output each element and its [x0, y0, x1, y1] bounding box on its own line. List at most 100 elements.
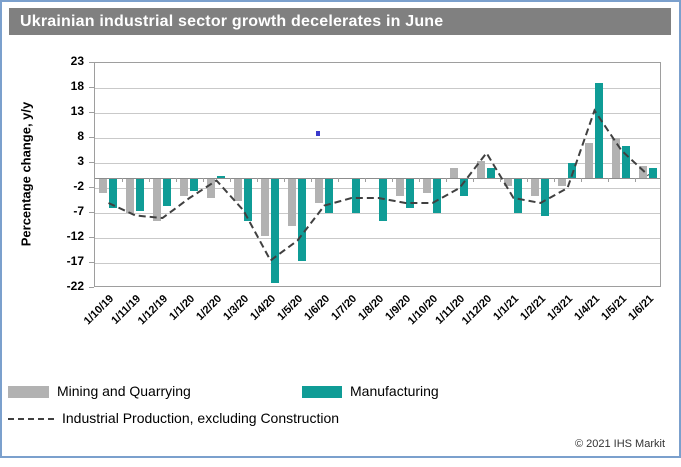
- bar-manufacturing-1/2/21: [541, 178, 549, 216]
- y-tick-label: -17: [66, 254, 84, 268]
- bar-mining-1/2/20: [207, 178, 215, 198]
- legend-label-industrial-line: Industrial Production, excluding Constru…: [62, 410, 340, 426]
- x-tick-mark: [122, 178, 123, 182]
- legend-label-mining: Mining and Quarrying: [57, 383, 191, 399]
- bar-mining-1/11/19: [126, 178, 134, 213]
- industrial-production-line: [108, 108, 650, 262]
- y-tick-label: -22: [66, 279, 84, 293]
- x-tick-mark: [257, 178, 258, 182]
- bar-manufacturing-1/4/21: [595, 83, 603, 178]
- bar-manufacturing-1/2/20: [217, 175, 225, 178]
- bar-mining-1/10/20: [423, 178, 431, 193]
- legend-swatch-industrial-line: [8, 418, 54, 420]
- x-tick-mark: [176, 178, 177, 182]
- bar-manufacturing-1/9/20: [406, 178, 414, 208]
- y-tick-label: 13: [70, 104, 84, 118]
- y-tick-label: -2: [73, 179, 84, 193]
- bar-manufacturing-1/3/20: [244, 178, 252, 221]
- plot-area: [94, 62, 661, 287]
- x-tick-mark: [473, 178, 474, 182]
- bar-mining-1/1/20: [180, 178, 188, 196]
- y-tick-mark: [89, 112, 94, 113]
- bar-manufacturing-1/10/20: [433, 178, 441, 213]
- x-tick-mark: [419, 178, 420, 182]
- bar-mining-1/3/21: [558, 178, 566, 186]
- bar-mining-1/11/20: [450, 168, 458, 178]
- copyright-text: © 2021 IHS Markit: [574, 438, 665, 450]
- y-tick-mark: [89, 187, 94, 188]
- gridline: [95, 138, 660, 139]
- bar-manufacturing-1/12/19: [163, 178, 171, 206]
- gridline: [95, 113, 660, 114]
- bar-manufacturing-1/12/20: [487, 168, 495, 178]
- y-tick-mark: [89, 62, 94, 63]
- y-tick-label: 3: [77, 154, 84, 168]
- gridline: [95, 263, 660, 264]
- x-tick-mark: [311, 178, 312, 182]
- bar-mining-1/2/21: [531, 178, 539, 196]
- gridline: [95, 163, 660, 164]
- bar-mining-1/4/21: [585, 143, 593, 178]
- x-tick-mark: [500, 178, 501, 182]
- bar-manufacturing-1/6/21: [649, 168, 657, 178]
- bar-manufacturing-1/11/20: [460, 178, 468, 196]
- bar-mining-1/12/20: [477, 160, 485, 178]
- bar-mining-1/9/20: [396, 178, 404, 196]
- zero-axis-line: [95, 178, 660, 179]
- x-tick-mark: [284, 178, 285, 182]
- y-tick-label: 18: [70, 79, 84, 93]
- y-tick-mark: [89, 262, 94, 263]
- legend-swatch-manufacturing: [302, 386, 342, 398]
- gridline: [95, 238, 660, 239]
- y-tick-label: 8: [77, 129, 84, 143]
- legend-label-manufacturing: Manufacturing: [350, 383, 439, 399]
- bar-manufacturing-1/3/21: [568, 163, 576, 178]
- x-tick-mark: [338, 178, 339, 182]
- x-tick-mark: [527, 178, 528, 182]
- y-tick-mark: [89, 237, 94, 238]
- y-axis-title: Percentage change, y/y: [18, 101, 34, 247]
- x-tick-mark: [554, 178, 555, 182]
- legend-swatch-mining: [8, 386, 49, 398]
- bar-manufacturing-1/1/21: [514, 178, 522, 213]
- x-tick-mark: [149, 178, 150, 182]
- y-tick-mark: [89, 162, 94, 163]
- y-tick-mark: [89, 137, 94, 138]
- bar-mining-1/3/20: [234, 178, 242, 201]
- gridline: [95, 88, 660, 89]
- bar-manufacturing-1/5/20: [298, 178, 306, 261]
- bar-manufacturing-1/10/19: [109, 178, 117, 208]
- x-tick-mark: [635, 178, 636, 182]
- y-tick-label: -12: [66, 229, 84, 243]
- bar-mining-1/10/19: [99, 178, 107, 193]
- y-tick-label: 23: [70, 54, 84, 68]
- bar-mining-1/5/21: [612, 138, 620, 178]
- bar-manufacturing-1/4/20: [271, 178, 279, 283]
- y-tick-mark: [89, 87, 94, 88]
- bar-manufacturing-1/7/20: [352, 178, 360, 213]
- bar-manufacturing-1/1/20: [190, 178, 198, 191]
- chart-title: Ukrainian industrial sector growth decel…: [9, 8, 671, 35]
- gridline: [95, 213, 660, 214]
- bar-manufacturing-1/11/19: [136, 178, 144, 211]
- gridline: [95, 188, 660, 189]
- bar-mining-1/6/20: [315, 178, 323, 203]
- dashed-line-path: [108, 108, 650, 262]
- x-tick-mark: [608, 178, 609, 182]
- x-tick-mark: [365, 178, 366, 182]
- y-tick-mark: [89, 212, 94, 213]
- x-tick-mark: [203, 178, 204, 182]
- blue-dot-artifact: [316, 131, 320, 136]
- x-tick-mark: [446, 178, 447, 182]
- bar-mining-1/4/20: [261, 178, 269, 236]
- bar-mining-1/5/20: [288, 178, 296, 226]
- x-tick-mark: [230, 178, 231, 182]
- x-tick-mark: [392, 178, 393, 182]
- y-tick-label: -7: [73, 204, 84, 218]
- bar-manufacturing-1/5/21: [622, 145, 630, 178]
- bar-mining-1/1/21: [504, 178, 512, 186]
- bar-manufacturing-1/6/20: [325, 178, 333, 213]
- x-tick-mark: [581, 178, 582, 182]
